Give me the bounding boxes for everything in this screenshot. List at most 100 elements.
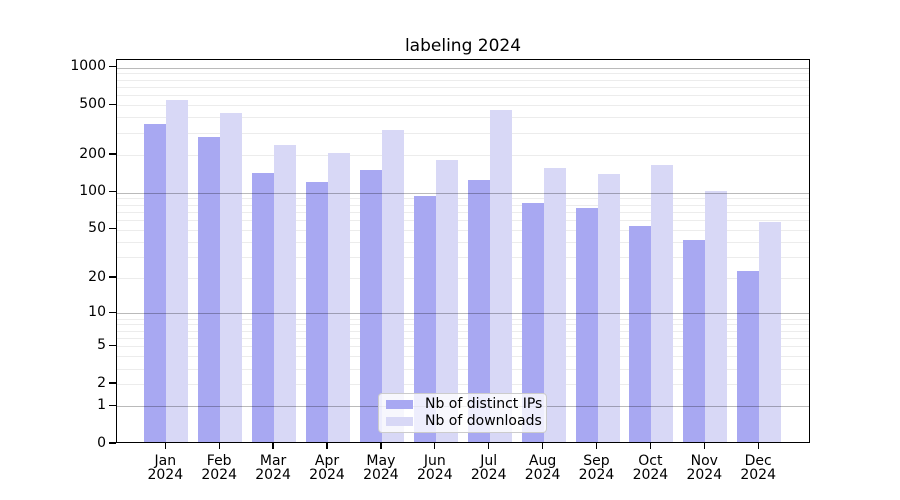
bar-jan-distinct-ips [144,124,167,442]
gridline-minor [117,211,809,213]
bar-may-distinct-ips [359,170,382,442]
chart-title: labeling 2024 [404,36,522,56]
gridline-minor [117,220,809,221]
y-tick-label: 1 [97,396,106,413]
x-tick-label: Dec 2024 [718,454,798,482]
y-tick [109,228,116,230]
gridline-minor [117,368,809,370]
x-tick-label-year: 2024 [255,467,291,483]
gridline-minor [117,338,809,339]
gridline-minor [117,87,809,88]
bar-jul-downloads [489,110,512,442]
x-tick-label: Jul 2024 [449,454,529,482]
y-tick [109,404,116,406]
x-tick [757,443,759,449]
x-tick-label: Mar 2024 [233,454,313,482]
gridline-minor [117,117,809,119]
x-tick [541,443,544,449]
x-tick-label-month: Sep [583,453,610,469]
bar-feb-distinct-ips [198,137,221,442]
gridline-minor [117,198,809,200]
gridline-minor [117,133,809,135]
x-tick-label-month: Feb [206,453,232,469]
y-tick [109,382,116,384]
y-tick [109,190,116,193]
x-tick [488,443,490,449]
x-tick-label: Aug 2024 [503,454,583,482]
gridline-major [117,67,809,69]
bar-dec-distinct-ips [737,271,760,442]
bar-jun-distinct-ips [413,196,436,442]
x-tick-label-year: 2024 [309,467,345,483]
x-tick-label-month: Mar [259,453,287,469]
x-tick [272,443,274,449]
gridline-minor [117,324,809,326]
legend-label-distinct-ips: Nb of distinct IPs [425,396,543,413]
x-tick-label-year: 2024 [470,467,507,483]
gridline-minor [117,256,809,258]
x-tick-label-year: 2024 [632,467,669,483]
y-tick-label: 50 [88,220,106,237]
y-tick-label: 100 [79,183,106,200]
x-tick [326,443,328,449]
x-tick [595,443,598,449]
x-tick-label-month: Jun [423,453,446,469]
x-tick-label-month: Apr [314,453,340,469]
bar-sep-distinct-ips [575,208,598,442]
y-tick-label: 500 [79,95,106,112]
x-tick-label: Oct 2024 [610,454,690,482]
legend: Nb of distinct IPs Nb of downloads [378,393,547,433]
x-tick-label-year: 2024 [147,467,184,483]
gridline-minor [117,229,809,231]
y-tick-label: 200 [79,145,106,162]
y-tick-label: 1000 [70,58,106,75]
y-tick [109,442,116,444]
x-tick-label: May 2024 [341,454,421,482]
gridline-minor [117,356,809,358]
x-tick [380,443,382,449]
gridline-minor [117,105,809,107]
x-tick-label: Feb 2024 [179,454,259,482]
bar-jan-downloads [166,100,189,442]
y-tick [109,276,116,278]
bar-jul-distinct-ips [467,179,490,442]
x-tick-label: Sep 2024 [557,454,637,482]
bar-may-downloads [381,129,404,442]
legend-label-downloads: Nb of downloads [425,412,542,429]
bar-apr-downloads [328,153,350,442]
x-tick-label: Apr 2024 [287,454,367,482]
bar-aug-distinct-ips [521,203,544,442]
bar-nov-downloads [705,191,728,442]
x-tick-label-month: Oct [638,453,663,469]
y-tick [109,344,116,347]
x-tick-label-year: 2024 [416,467,453,483]
x-tick-label-month: Aug [528,453,557,469]
gridline-major [117,313,809,315]
x-tick [164,443,166,449]
bar-mar-distinct-ips [252,173,275,442]
y-tick [109,311,116,314]
bar-nov-distinct-ips [683,239,706,442]
gridline-minor [117,73,809,75]
bar-feb-downloads [220,113,243,442]
y-tick-label: 10 [88,303,106,320]
x-tick-label: Jan 2024 [125,454,205,482]
legend-swatch-downloads [386,416,413,426]
x-tick [434,443,436,449]
x-tick [703,443,705,449]
y-tick-label: 20 [88,268,106,285]
gridline-minor [117,204,809,206]
x-tick-label-year: 2024 [524,467,561,483]
bar-aug-downloads [543,168,566,442]
gridline-minor [117,384,809,386]
x-tick-label-year: 2024 [578,467,615,483]
bar-sep-downloads [597,173,620,442]
x-tick-label-year: 2024 [201,467,237,483]
x-tick-label-month: Jul [480,453,498,469]
y-tick-label: 2 [97,374,106,391]
x-tick-label-month: Jan [154,453,177,469]
y-tick [109,103,116,105]
x-tick-label-year: 2024 [363,467,399,483]
x-tick-label-month: Dec [744,453,772,469]
